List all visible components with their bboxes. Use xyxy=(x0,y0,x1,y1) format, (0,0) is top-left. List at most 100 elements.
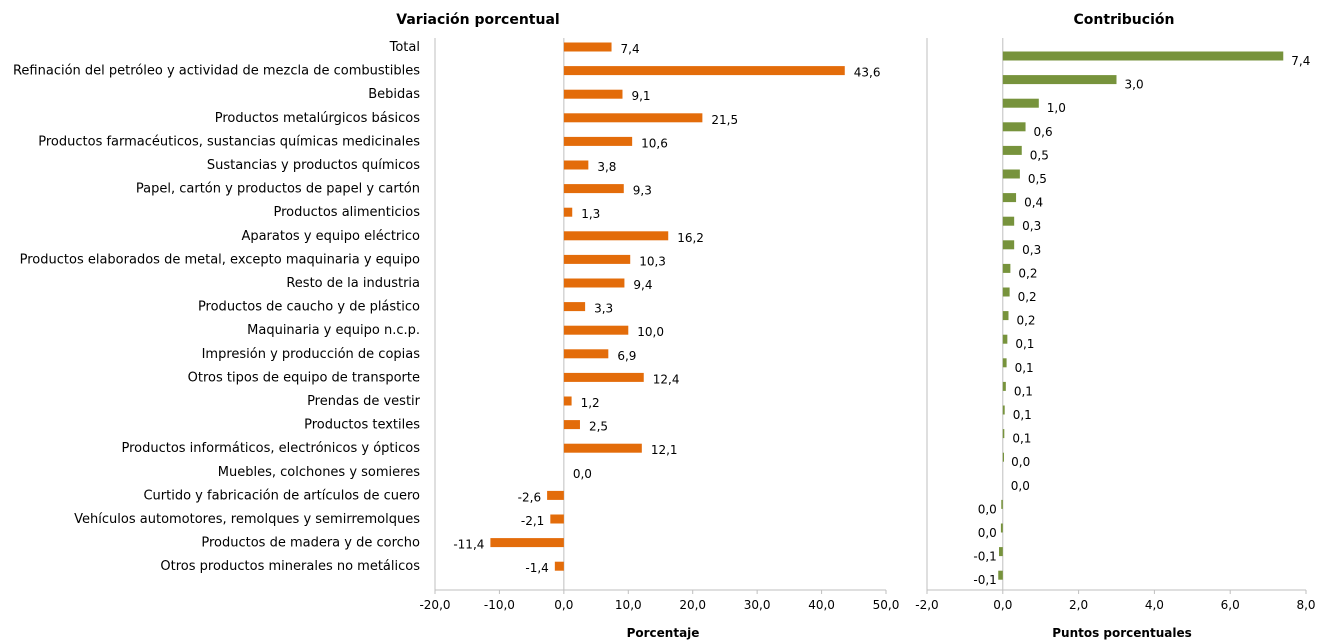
data-label: 0,1 xyxy=(1015,361,1034,375)
bar xyxy=(563,325,629,335)
bar xyxy=(490,538,564,548)
data-label: -0,1 xyxy=(973,573,996,587)
category-label: Productos de caucho y de plástico xyxy=(198,300,420,315)
bar xyxy=(563,113,703,123)
bar xyxy=(1002,75,1117,85)
x-tick-label: 6,0 xyxy=(1221,598,1240,612)
bar xyxy=(1002,405,1005,415)
bar xyxy=(1002,334,1008,344)
x-tick-label: -2,0 xyxy=(915,598,938,612)
bar xyxy=(563,420,580,430)
bar xyxy=(563,443,642,453)
data-label: 12,4 xyxy=(653,372,680,386)
data-label: 7,4 xyxy=(621,42,640,56)
bar xyxy=(563,278,625,288)
data-label: 0,3 xyxy=(1022,243,1041,257)
category-label: Prendas de vestir xyxy=(307,394,421,409)
category-label: Productos de madera y de corcho xyxy=(201,536,420,551)
bar xyxy=(1002,98,1039,108)
bar xyxy=(1002,263,1011,273)
bar xyxy=(563,207,573,217)
bar xyxy=(1000,523,1003,533)
data-label: 0,0 xyxy=(573,467,592,481)
x-tick-label: -10,0 xyxy=(484,598,515,612)
data-label: 0,0 xyxy=(1011,455,1030,469)
data-label: 2,5 xyxy=(589,420,608,434)
x-tick-label: 0,0 xyxy=(554,598,573,612)
data-label: 9,3 xyxy=(633,184,652,198)
data-label: 0,1 xyxy=(1013,408,1032,422)
category-label: Curtido y fabricación de artículos de cu… xyxy=(143,488,420,503)
bar xyxy=(1001,499,1003,509)
data-label: 16,2 xyxy=(677,231,704,245)
data-label: 0,5 xyxy=(1028,172,1047,186)
left-x-axis-title: Porcentaje xyxy=(627,626,700,640)
category-label: Maquinaria y equipo n.c.p. xyxy=(247,323,420,338)
data-label: -2,6 xyxy=(518,490,541,504)
category-label: Otros tipos de equipo de transporte xyxy=(188,370,420,385)
bar xyxy=(563,66,845,76)
bar xyxy=(563,160,589,170)
data-label: 1,3 xyxy=(581,207,600,221)
bar xyxy=(563,89,623,99)
x-tick-label: 4,0 xyxy=(1145,598,1164,612)
data-label: 10,6 xyxy=(641,136,668,150)
bar xyxy=(563,184,624,194)
data-label: 10,3 xyxy=(639,254,666,268)
data-label: 21,5 xyxy=(711,113,738,127)
bar xyxy=(1002,216,1015,226)
right-panel: -2,0 0,0 2,0 4,0 6,0 8,0 7,4 3,0 1,0 0,6 0,5 0,5 0,4… xyxy=(915,38,1316,612)
category-label: Productos textiles xyxy=(304,418,420,433)
data-label: 0,0 xyxy=(978,502,997,516)
data-label: -1,4 xyxy=(525,561,548,575)
data-label: 1,2 xyxy=(581,396,600,410)
data-label: 9,1 xyxy=(631,89,650,103)
category-label: Muebles, colchones y somieres xyxy=(218,465,420,480)
category-label: Productos alimenticios xyxy=(273,205,420,220)
bar xyxy=(1002,311,1009,321)
bar xyxy=(563,136,633,146)
x-tick-label: 20,0 xyxy=(679,598,706,612)
category-label: Productos informáticos, electrónicos y ó… xyxy=(121,441,420,456)
x-tick-label: 50,0 xyxy=(873,598,900,612)
x-tick-label: 10,0 xyxy=(615,598,642,612)
data-label: 0,3 xyxy=(1022,219,1041,233)
data-label: 0,1 xyxy=(1014,384,1033,398)
x-tick-label: 40,0 xyxy=(808,598,835,612)
data-label: 0,4 xyxy=(1024,196,1043,210)
bar xyxy=(563,302,586,312)
bar xyxy=(1002,287,1010,297)
category-label: Resto de la industria xyxy=(286,276,420,291)
bar xyxy=(563,349,609,359)
data-label: 6,9 xyxy=(617,349,636,363)
bar xyxy=(547,490,564,500)
bar xyxy=(1002,51,1284,61)
category-label: Otros productos minerales no metálicos xyxy=(160,559,420,574)
data-label: 7,4 xyxy=(1291,54,1310,68)
data-label: 3,3 xyxy=(594,302,613,316)
bar xyxy=(563,372,644,382)
data-label: 3,0 xyxy=(1125,78,1144,92)
category-label: Productos elaborados de metal, excepto m… xyxy=(20,252,420,267)
bar xyxy=(1002,169,1020,179)
bar xyxy=(1002,429,1005,439)
left-panel: -20,0 -10,0 0,0 10,0 20,0 30,0 40,0 50,0 Total 7,… xyxy=(13,38,899,612)
data-label: -11,4 xyxy=(453,538,484,552)
category-label: Aparatos y equipo eléctrico xyxy=(241,229,420,244)
data-label: 43,6 xyxy=(854,66,881,80)
x-tick-label: 8,0 xyxy=(1296,598,1315,612)
bar xyxy=(1002,193,1017,203)
data-label: 0,1 xyxy=(1012,432,1031,446)
x-tick-label: -20,0 xyxy=(419,598,450,612)
data-label: 10,0 xyxy=(637,325,664,339)
data-label: 9,4 xyxy=(633,278,652,292)
bar xyxy=(563,396,572,406)
category-label: Total xyxy=(389,40,420,55)
data-label: 0,6 xyxy=(1034,125,1053,139)
category-label: Vehículos automotores, remolques y semir… xyxy=(74,512,420,527)
data-label: 0,5 xyxy=(1030,148,1049,162)
category-label: Papel, cartón y productos de papel y car… xyxy=(136,182,420,197)
x-tick-label: 0,0 xyxy=(993,598,1012,612)
